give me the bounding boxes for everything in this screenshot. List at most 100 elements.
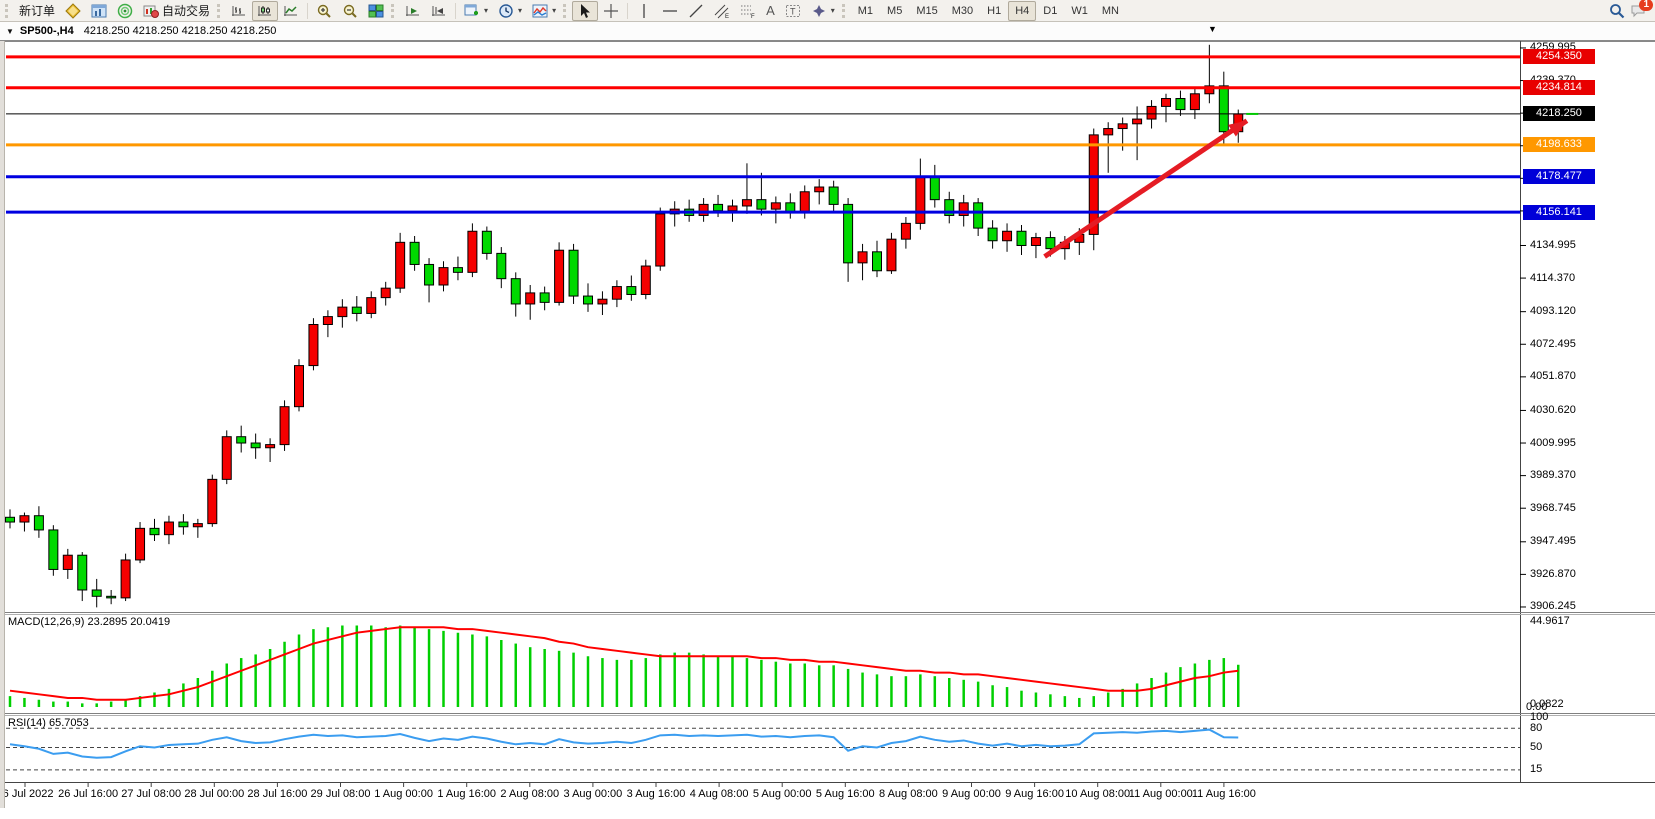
line-chart-button[interactable] bbox=[278, 1, 304, 21]
toolbar-drag-handle[interactable] bbox=[563, 3, 568, 18]
new-order-button[interactable]: 新订单 bbox=[14, 1, 60, 21]
auto-scroll-button[interactable] bbox=[400, 1, 426, 21]
crosshair-tool-button[interactable] bbox=[598, 1, 624, 21]
candlestick-chart-icon bbox=[258, 5, 272, 16]
periods-button[interactable]: ▾ bbox=[493, 1, 527, 21]
text-tool-button[interactable]: A bbox=[761, 1, 780, 21]
text-label-tool-button[interactable]: T bbox=[780, 1, 806, 21]
rsi-indicator-label: RSI(14) 65.7053 bbox=[8, 717, 89, 729]
vertical-line-icon bbox=[643, 3, 645, 18]
svg-text:E: E bbox=[725, 14, 729, 19]
rsi-axis-80: 80 bbox=[1530, 722, 1543, 734]
arrows-tool-button[interactable]: ▾ bbox=[806, 1, 840, 21]
timeframe-w1-button[interactable]: W1 bbox=[1071, 4, 1088, 17]
rsi-axis-50: 50 bbox=[1530, 741, 1543, 753]
fibonacci-tool-button[interactable]: F bbox=[735, 1, 761, 21]
price-axis-tick: 4093.120 bbox=[1530, 305, 1576, 318]
time-axis-label: 28 Jul 16:00 bbox=[247, 788, 308, 800]
toolbar-drag-handle[interactable] bbox=[841, 3, 847, 18]
signal-broadcast-icon bbox=[117, 3, 133, 18]
trendline-icon bbox=[689, 4, 703, 17]
tile-windows-button[interactable] bbox=[363, 1, 389, 21]
price-level-badge[interactable]: 4234.814 bbox=[1523, 80, 1595, 96]
price-level-badge[interactable]: 4178.477 bbox=[1523, 169, 1595, 185]
price-axis-tick: 3906.245 bbox=[1530, 600, 1576, 613]
timeframe-m30-button[interactable]: M30 bbox=[951, 4, 974, 17]
macd-axis-current: 0.0822 bbox=[1530, 698, 1564, 710]
time-axis-label: 26 Jul 16:00 bbox=[58, 788, 119, 800]
time-axis-label: 1 Aug 00:00 bbox=[374, 788, 433, 800]
dropdown-caret: ▾ bbox=[552, 6, 557, 15]
price-level-badge[interactable]: 4198.633 bbox=[1523, 137, 1595, 153]
toolbar-separator bbox=[455, 2, 457, 19]
chart-shift-button[interactable] bbox=[426, 1, 452, 21]
rsi-value: 65.7053 bbox=[48, 717, 89, 729]
auto-scroll-icon bbox=[406, 5, 420, 16]
price-axis-tick: 4114.370 bbox=[1530, 271, 1576, 284]
price-level-badge[interactable]: 4254.350 bbox=[1523, 49, 1595, 65]
chart-window-icon bbox=[91, 4, 107, 17]
timeframe-d1-button[interactable]: D1 bbox=[1043, 4, 1058, 17]
price-axis-tick: 4072.495 bbox=[1530, 337, 1576, 350]
autotrading-button[interactable]: 自动交易 bbox=[138, 1, 215, 21]
search-button[interactable] bbox=[1604, 1, 1630, 21]
price-level-badge[interactable]: 4156.141 bbox=[1523, 204, 1595, 220]
vertical-line-tool-button[interactable] bbox=[631, 1, 657, 21]
timeframe-m5-button[interactable]: M5 bbox=[887, 4, 903, 17]
gold-tag-icon bbox=[65, 2, 81, 19]
timeframe-h4-button[interactable]: H4 bbox=[1008, 0, 1037, 21]
new-chart-button[interactable]: ▾ bbox=[459, 1, 493, 21]
chart-collapse-arrow[interactable]: ▼ bbox=[6, 26, 14, 36]
arrows-icon bbox=[812, 4, 825, 17]
chart-title-symbol: SP500-,H4 bbox=[19, 25, 74, 37]
dropdown-caret: ▾ bbox=[484, 6, 489, 15]
equidistant-channel-tool-button[interactable]: E bbox=[709, 1, 735, 21]
new-order-label: 新订单 bbox=[19, 4, 56, 18]
time-axis-label: 8 Aug 08:00 bbox=[879, 788, 938, 800]
bar-chart-button[interactable] bbox=[226, 1, 252, 21]
chart-shift-icon bbox=[432, 5, 446, 16]
toolbar-drag-handle[interactable] bbox=[217, 3, 222, 18]
time-axis-label: 5 Aug 16:00 bbox=[815, 788, 875, 800]
time-axis-label: 3 Aug 00:00 bbox=[563, 788, 623, 800]
chat-unread-badge: 1 bbox=[1639, 0, 1653, 11]
modify-order-button[interactable] bbox=[60, 1, 86, 21]
cursor-tool-button[interactable] bbox=[572, 0, 599, 21]
clock-icon bbox=[499, 3, 513, 18]
macd-indicator-label: MACD(12,26,9) 23.2895 20.0419 bbox=[8, 616, 170, 628]
market-watch-button[interactable] bbox=[86, 1, 112, 21]
zoom-in-button[interactable] bbox=[311, 1, 337, 21]
zoom-in-icon bbox=[317, 4, 331, 18]
time-axis-label: 5 Aug 00:00 bbox=[752, 788, 812, 800]
time-axis-label: 11 Aug 16:00 bbox=[1191, 788, 1256, 800]
main-toolbar: 新订单 自动交易 ▾ ▾ bbox=[0, 0, 1655, 22]
chart-window-titlebar[interactable]: ▼ SP500-,H4 4218.250 4218.250 4218.250 4… bbox=[0, 22, 1655, 41]
price-axis-tick: 4009.995 bbox=[1530, 436, 1576, 449]
price-axis-tick: 3947.495 bbox=[1530, 535, 1576, 548]
timeframe-h1-button[interactable]: H1 bbox=[987, 4, 1002, 17]
chat-button[interactable]: 1 bbox=[1630, 0, 1653, 19]
trendline-tool-button[interactable] bbox=[683, 1, 709, 21]
autotrading-icon bbox=[143, 5, 160, 18]
chart-title-ohlc: 4218.250 4218.250 4218.250 4218.250 bbox=[83, 25, 277, 37]
candlestick-chart-button[interactable] bbox=[252, 0, 279, 21]
text-tool-icon: A bbox=[766, 2, 775, 18]
tile-windows-icon bbox=[368, 4, 384, 17]
time-axis-label: 3 Aug 16:00 bbox=[626, 788, 686, 800]
bar-chart-icon bbox=[232, 5, 246, 16]
indicators-icon bbox=[532, 4, 548, 17]
toolbar-drag-handle[interactable] bbox=[391, 3, 396, 18]
zoom-out-button[interactable] bbox=[337, 1, 363, 21]
horizontal-line-tool-button[interactable] bbox=[657, 1, 683, 21]
toolbar-drag-handle[interactable] bbox=[5, 3, 10, 18]
timeframe-m15-button[interactable]: M15 bbox=[916, 4, 938, 17]
chart-shift-marker[interactable]: ▼ bbox=[1208, 24, 1217, 34]
price-level-badge[interactable]: 4218.250 bbox=[1523, 106, 1595, 122]
indicators-button[interactable]: ▾ bbox=[527, 1, 561, 21]
timeframe-mn-button[interactable]: MN bbox=[1101, 4, 1119, 17]
timeframe-m1-button[interactable]: M1 bbox=[857, 4, 874, 17]
dropdown-caret: ▾ bbox=[830, 6, 835, 15]
window-left-edge bbox=[0, 41, 5, 808]
signals-button[interactable] bbox=[112, 1, 138, 21]
